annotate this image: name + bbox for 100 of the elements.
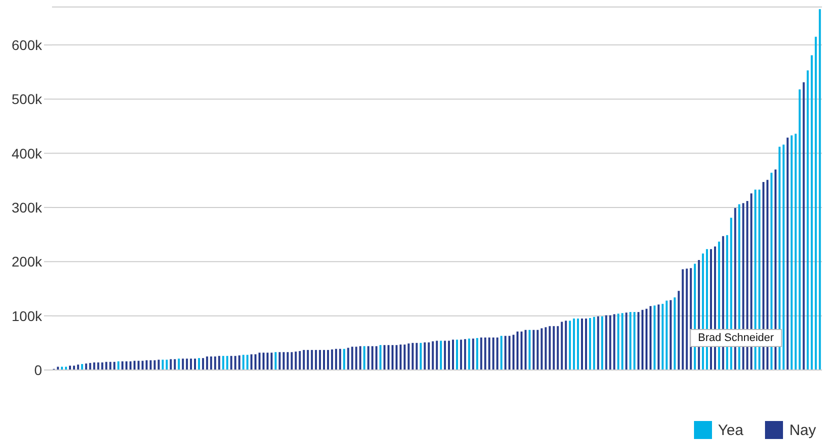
y-tick-label: 400k xyxy=(12,145,43,162)
bar xyxy=(814,36,817,370)
bar xyxy=(174,359,176,370)
bar xyxy=(496,337,498,370)
bar xyxy=(150,360,152,370)
bar xyxy=(432,341,434,370)
bar xyxy=(396,345,398,370)
bar xyxy=(105,362,108,370)
bar xyxy=(222,356,224,370)
bar xyxy=(774,170,777,370)
bar xyxy=(560,322,563,370)
y-tick-label: 300k xyxy=(12,199,43,216)
bar xyxy=(500,336,502,370)
y-tick-label: 200k xyxy=(12,254,43,270)
bar xyxy=(468,338,470,370)
bar xyxy=(802,82,805,370)
bar xyxy=(516,332,518,370)
bar xyxy=(226,356,228,370)
bar xyxy=(238,355,240,370)
bar xyxy=(633,312,636,370)
bar xyxy=(544,327,547,370)
bar xyxy=(460,340,462,370)
bar xyxy=(508,336,510,370)
bar xyxy=(375,346,378,370)
legend-label: Nay xyxy=(789,422,816,438)
bar xyxy=(581,318,583,370)
bar xyxy=(593,316,596,370)
bar xyxy=(347,348,350,370)
bar xyxy=(589,318,592,370)
bar xyxy=(548,326,551,370)
bar xyxy=(363,346,366,370)
bar xyxy=(625,312,628,370)
bar xyxy=(302,350,305,370)
bar xyxy=(129,361,132,370)
bar xyxy=(266,352,269,370)
bar xyxy=(778,146,781,370)
bar xyxy=(400,344,402,370)
bar xyxy=(682,269,684,370)
bar xyxy=(601,316,604,370)
bar xyxy=(298,351,301,370)
bar xyxy=(806,70,809,370)
bar xyxy=(134,360,136,370)
bar xyxy=(121,361,124,370)
bar xyxy=(532,330,535,370)
bar xyxy=(242,354,244,370)
bar xyxy=(170,359,172,370)
bar xyxy=(109,362,112,370)
bar xyxy=(146,360,148,370)
bar xyxy=(355,346,358,370)
bar xyxy=(138,360,140,370)
bar xyxy=(343,348,346,370)
bar xyxy=(286,352,289,370)
bar xyxy=(641,310,644,370)
bar xyxy=(64,366,67,370)
bar xyxy=(416,342,418,370)
bar xyxy=(436,340,438,370)
bar xyxy=(69,366,72,370)
bar xyxy=(512,334,514,370)
bar xyxy=(504,336,506,370)
bar xyxy=(540,328,543,370)
bar xyxy=(392,345,394,370)
bar xyxy=(662,304,664,370)
bar xyxy=(794,134,797,370)
bar xyxy=(480,337,482,370)
bar xyxy=(658,304,660,370)
y-tick-label: 500k xyxy=(12,91,43,108)
bar xyxy=(306,350,309,370)
bar xyxy=(646,308,648,370)
bar xyxy=(202,358,204,370)
bar xyxy=(367,346,370,370)
bar xyxy=(383,345,386,370)
bar xyxy=(464,339,466,370)
bar xyxy=(678,290,680,370)
bar xyxy=(379,345,382,370)
bar xyxy=(524,330,527,370)
bar xyxy=(818,9,821,370)
bar xyxy=(93,362,96,370)
bar xyxy=(476,338,478,370)
bar xyxy=(290,352,293,370)
bar xyxy=(186,358,188,370)
bar xyxy=(194,358,196,370)
bar xyxy=(782,144,785,370)
bar xyxy=(456,340,458,370)
bar xyxy=(125,361,128,370)
bar xyxy=(371,346,374,370)
bar xyxy=(424,342,426,370)
bar xyxy=(666,300,668,370)
y-tick-label: 100k xyxy=(12,308,43,324)
bar xyxy=(621,313,624,370)
bar xyxy=(650,306,652,370)
bar xyxy=(452,340,454,370)
bar xyxy=(444,340,446,370)
bar xyxy=(790,135,793,370)
bar xyxy=(637,312,640,370)
bar xyxy=(258,352,260,370)
bar xyxy=(605,315,608,370)
bar xyxy=(314,350,317,370)
bar xyxy=(250,354,252,370)
annotation: Brad Schneider xyxy=(690,329,782,347)
bar xyxy=(60,366,63,370)
